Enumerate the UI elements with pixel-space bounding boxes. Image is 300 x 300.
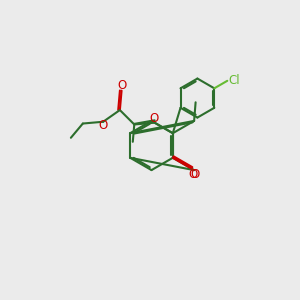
Text: O: O <box>98 119 107 133</box>
Text: O: O <box>117 79 126 92</box>
Text: O: O <box>190 167 200 181</box>
Text: O: O <box>150 112 159 125</box>
Text: O: O <box>188 167 197 181</box>
Text: Cl: Cl <box>229 74 240 87</box>
